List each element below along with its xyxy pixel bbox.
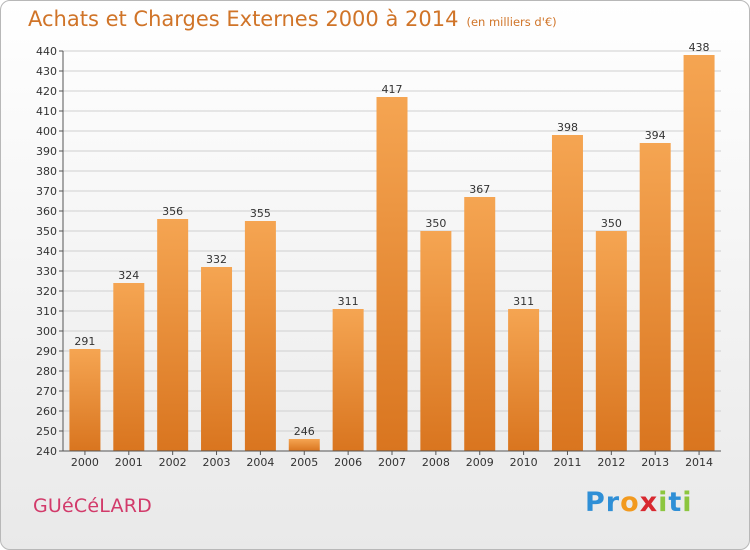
x-tick-label: 2005 [290,456,318,469]
y-tick-label: 310 [36,305,57,318]
x-tick-label: 2007 [378,456,406,469]
y-tick-label: 350 [36,225,57,238]
data-label: 324 [118,269,139,282]
bar-2013 [639,143,671,451]
bar-2007 [376,97,408,451]
y-tick-label: 440 [36,45,57,58]
data-label: 311 [513,295,534,308]
bar-2011 [551,135,583,451]
x-tick-label: 2010 [510,456,538,469]
bar-2001 [113,283,145,451]
y-tick-label: 380 [36,165,57,178]
data-label: 394 [645,129,666,142]
y-tick-label: 270 [36,385,57,398]
logo-letter: i [682,487,693,518]
y-tick-label: 340 [36,245,57,258]
y-tick-label: 320 [36,285,57,298]
y-tick-label: 370 [36,185,57,198]
y-tick-label: 250 [36,425,57,438]
y-tick-label: 260 [36,405,57,418]
data-label: 291 [74,335,95,348]
data-label: 356 [162,205,183,218]
x-tick-label: 2008 [422,456,450,469]
y-tick-label: 430 [36,65,57,78]
logo-letter: x [639,487,659,518]
data-label: 246 [294,425,315,438]
bar-2009 [464,197,496,451]
bar-2002 [157,219,189,451]
bar-2006 [332,309,364,451]
data-label: 367 [469,183,490,196]
y-tick-label: 300 [36,325,57,338]
labels: 240 250 260 270 280 290 300 310 320 330 340 350 360 3… [36,41,713,469]
data-label: 398 [557,121,578,134]
bar-2003 [201,267,233,451]
bar-2014 [683,55,715,451]
chart-title-block: Achats et Charges Externes 2000 à 2014 (e… [28,7,557,31]
data-label: 350 [425,217,446,230]
y-tick-label: 280 [36,365,57,378]
bar-2010 [508,309,540,451]
bar-2005 [288,439,320,451]
y-tick-label: 240 [36,445,57,458]
bar-2008 [420,231,452,451]
x-tick-label: 2012 [597,456,625,469]
x-tick-label: 2013 [641,456,669,469]
y-tick-label: 400 [36,125,57,138]
data-label: 355 [250,207,271,220]
data-label: 438 [689,41,710,54]
x-tick-label: 2011 [553,456,581,469]
data-label: 350 [601,217,622,230]
x-tick-label: 2000 [71,456,99,469]
x-tick-label: 2009 [466,456,494,469]
axes [59,50,721,455]
x-tick-label: 2002 [159,456,187,469]
data-label: 311 [338,295,359,308]
y-tick-label: 420 [36,85,57,98]
logo-letter: i [658,487,669,518]
x-tick-label: 2014 [685,456,713,469]
bar-2000 [69,349,101,451]
x-tick-label: 2006 [334,456,362,469]
y-tick-label: 390 [36,145,57,158]
logo-letter: t [668,487,683,518]
bar-2012 [595,231,627,451]
proxiti-logo: Proxiti [585,487,693,518]
logo-letter: o [620,487,640,518]
y-tick-label: 360 [36,205,57,218]
y-tick-label: 410 [36,105,57,118]
data-label: 332 [206,253,227,266]
chart-subtitle: (en milliers d'€) [466,15,557,29]
y-tick-label: 290 [36,345,57,358]
x-tick-label: 2001 [115,456,143,469]
logo-letter: r [605,487,621,518]
x-tick-label: 2003 [203,456,231,469]
bars [69,55,715,451]
data-label: 417 [382,83,403,96]
y-tick-label: 330 [36,265,57,278]
x-tick-label: 2004 [246,456,274,469]
town-name: GUéCéLARD [33,495,152,517]
chart-title: Achats et Charges Externes 2000 à 2014 [28,7,459,31]
bar-2004 [244,221,276,451]
logo-letter: P [585,487,606,518]
